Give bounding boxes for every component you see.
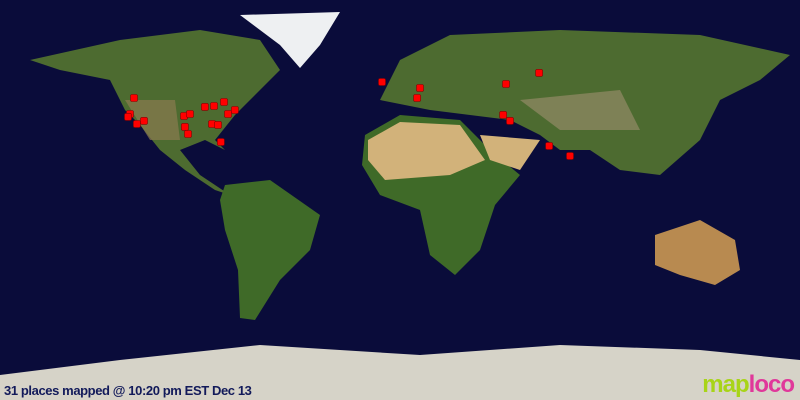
location-marker[interactable] <box>231 106 239 114</box>
maploco-logo[interactable]: maploco <box>702 371 795 398</box>
antarctica <box>0 345 800 400</box>
location-marker[interactable] <box>133 120 141 128</box>
location-marker[interactable] <box>566 152 574 160</box>
greenland <box>240 12 340 68</box>
location-marker[interactable] <box>181 123 189 131</box>
location-marker[interactable] <box>506 117 514 125</box>
location-marker[interactable] <box>124 113 132 121</box>
location-marker[interactable] <box>210 102 218 110</box>
location-marker[interactable] <box>502 80 510 88</box>
location-marker[interactable] <box>220 98 228 106</box>
location-marker[interactable] <box>130 94 138 102</box>
location-marker[interactable] <box>217 138 225 146</box>
location-marker[interactable] <box>184 130 192 138</box>
australia <box>655 220 740 285</box>
places-mapped-caption: 31 places mapped @ 10:20 pm EST Dec 13 <box>4 383 252 398</box>
location-marker[interactable] <box>186 110 194 118</box>
location-marker[interactable] <box>545 142 553 150</box>
location-marker[interactable] <box>413 94 421 102</box>
location-marker[interactable] <box>535 69 543 77</box>
location-marker[interactable] <box>140 117 148 125</box>
location-marker[interactable] <box>416 84 424 92</box>
location-marker[interactable] <box>224 110 232 118</box>
location-marker[interactable] <box>378 78 386 86</box>
location-marker[interactable] <box>201 103 209 111</box>
location-marker[interactable] <box>214 121 222 129</box>
location-marker[interactable] <box>499 111 507 119</box>
south-america <box>220 180 320 320</box>
